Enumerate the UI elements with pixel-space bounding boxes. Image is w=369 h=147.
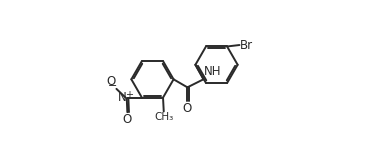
Text: Br: Br (240, 39, 254, 51)
Text: O: O (123, 113, 132, 126)
Text: −: − (108, 81, 117, 91)
Text: CH₃: CH₃ (154, 112, 173, 122)
Text: N: N (118, 91, 127, 104)
Text: O: O (183, 102, 192, 115)
Text: NH: NH (204, 65, 222, 78)
Text: O: O (106, 75, 116, 88)
Text: +: + (125, 90, 133, 100)
